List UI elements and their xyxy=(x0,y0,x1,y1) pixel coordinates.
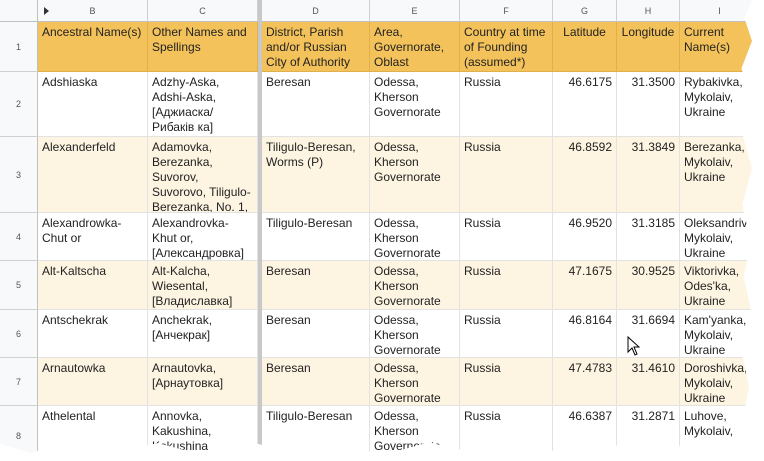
cell: Adamovka, Berezanka, Suvorov, Suvorovo, … xyxy=(148,137,258,213)
cell: Alt-Kaltscha xyxy=(38,261,148,310)
cell: Odessa, Kherson Governorate xyxy=(370,72,460,137)
cell: Tiligulo-Beresan xyxy=(262,213,370,261)
header-cell: Other Names and Spellings xyxy=(148,22,258,72)
cell: Odessa, Kherson Governorate xyxy=(370,137,460,213)
cell: Tiligulo-Beresan xyxy=(262,406,370,455)
cell: Odessa, Kherson Governorate xyxy=(370,213,460,261)
row-header: 5 xyxy=(0,261,38,310)
header-cell: Country at time of Founding (assumed*) xyxy=(460,22,553,72)
cell: Oleksandriv Mykolaiv, Ukraine xyxy=(680,213,752,261)
cell: 30.9525 xyxy=(617,261,680,310)
cell: 47.1675 xyxy=(553,261,617,310)
cell: Beresan xyxy=(262,310,370,358)
cell: 31.2871 xyxy=(617,406,680,455)
frozen-divider xyxy=(258,0,262,455)
cell: Beresan xyxy=(262,358,370,406)
column-header: B xyxy=(38,0,148,22)
column-header: E xyxy=(370,0,460,22)
cell: Russia xyxy=(460,406,553,455)
cell: Odessa, Kherson Governorate xyxy=(370,261,460,310)
spreadsheet: B C D E F G H I 1 2 3 4 5 6 7 8 Ancestral Name(s) Other N… xyxy=(0,0,752,455)
cell: Anchekrak, [Анчекрак] xyxy=(148,310,258,358)
cell: Rybakivka, Mykolaiv, Ukraine xyxy=(680,72,752,137)
row-header: 2 xyxy=(0,72,38,137)
cell: 31.4610 xyxy=(617,358,680,406)
header-cell: Longitude xyxy=(617,22,680,72)
header-cell: Latitude xyxy=(553,22,617,72)
header-cell: Ancestral Name(s) xyxy=(38,22,148,72)
cell: Antschekrak xyxy=(38,310,148,358)
cell: 46.8592 xyxy=(553,137,617,213)
row-header: 7 xyxy=(0,358,38,406)
cell: Russia xyxy=(460,213,553,261)
collapse-arrow[interactable] xyxy=(44,7,49,15)
cell: 31.3500 xyxy=(617,72,680,137)
cell: 47.4783 xyxy=(553,358,617,406)
cell: 31.3185 xyxy=(617,213,680,261)
cell: 46.6387 xyxy=(553,406,617,455)
column-header: D xyxy=(262,0,370,22)
cell: Alexanderfeld xyxy=(38,137,148,213)
cell: Viktorivka, Odes'ka, Ukraine xyxy=(680,261,752,310)
cell: Odessa, Kherson Governorate xyxy=(370,310,460,358)
header-cell: Current Name(s) xyxy=(680,22,752,72)
cell: Russia xyxy=(460,72,553,137)
mouse-cursor xyxy=(627,336,641,356)
cell: Beresan xyxy=(262,72,370,137)
cell: Tiligulo-Beresan, Worms (P) xyxy=(262,137,370,213)
row-header: 1 xyxy=(0,22,38,72)
row-header: 3 xyxy=(0,137,38,213)
cell: Kam'yanka, Mykolaiv, Ukraine xyxy=(680,310,752,358)
cell: Russia xyxy=(460,310,553,358)
cell: Russia xyxy=(460,261,553,310)
column-header: F xyxy=(460,0,553,22)
cell: 46.9520 xyxy=(553,213,617,261)
cell: Beresan xyxy=(262,261,370,310)
row-header: 6 xyxy=(0,310,38,358)
cell: Alt-Kalcha, Wiesental, [Владиславка] xyxy=(148,261,258,310)
cell: Luhove, Mykolaiv, xyxy=(680,406,752,455)
cell: Odessa, Kherson Governorate xyxy=(370,406,460,455)
cell: 31.3849 xyxy=(617,137,680,213)
corner xyxy=(0,0,38,22)
cell: Russia xyxy=(460,137,553,213)
row-header: 4 xyxy=(0,213,38,261)
header-cell: District, Parish and/or Russian City of … xyxy=(262,22,370,72)
column-header: I xyxy=(680,0,752,22)
cell: 46.8164 xyxy=(553,310,617,358)
cell: Alexandrovka-Khut or, [Александровка] xyxy=(148,213,258,261)
cell: 46.6175 xyxy=(553,72,617,137)
cell: Arnautowka xyxy=(38,358,148,406)
cell: Athelental xyxy=(38,406,148,455)
cell: Russia xyxy=(460,358,553,406)
column-header: G xyxy=(553,0,617,22)
cell: Odessa, Kherson Governorate xyxy=(370,358,460,406)
cell: Berezanka, Mykolaiv, Ukraine xyxy=(680,137,752,213)
cell: Annovka, Kakushina, Kokushina xyxy=(148,406,258,455)
row-header: 8 xyxy=(0,406,38,455)
column-header: C xyxy=(148,0,258,22)
cell: Arnautovka, [Арнаутовка] xyxy=(148,358,258,406)
cell: Alexandrowka-Chut or xyxy=(38,213,148,261)
column-header: H xyxy=(617,0,680,22)
cell: Adshiaska xyxy=(38,72,148,137)
cell: Adzhy-Aska, Adshi-Aska, [Аджиаска/Рибакі… xyxy=(148,72,258,137)
cell: Doroshivka, Mykolaiv, Ukraine xyxy=(680,358,752,406)
header-cell: Area, Governorate, Oblast xyxy=(370,22,460,72)
